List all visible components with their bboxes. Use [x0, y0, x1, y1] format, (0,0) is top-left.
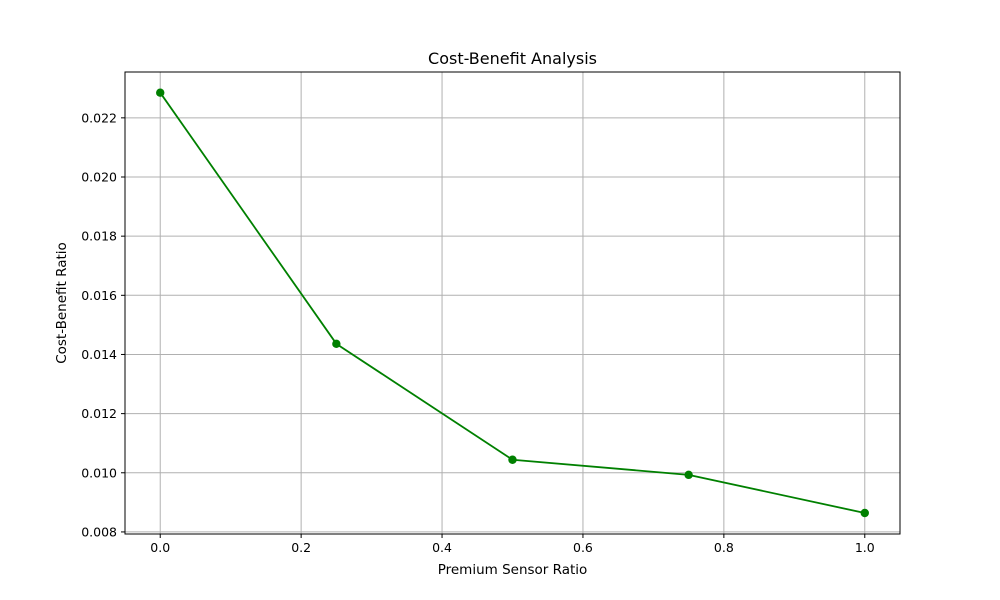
x-axis-title: Premium Sensor Ratio	[438, 562, 588, 578]
x-tick-label: 0.0	[150, 540, 170, 555]
data-point-marker	[332, 339, 341, 349]
data-point-marker	[684, 470, 693, 480]
data-point-marker	[860, 508, 869, 518]
y-tick-label: 0.010	[81, 465, 117, 480]
y-axis-title: Cost-Benefit Ratio	[54, 242, 70, 364]
data-series	[156, 88, 869, 518]
data-point-marker	[156, 88, 165, 97]
y-tick-label: 0.008	[81, 524, 117, 539]
y-tick-label: 0.012	[81, 406, 117, 421]
x-tick-label: 0.6	[573, 540, 593, 555]
y-tick-label: 0.022	[81, 110, 117, 125]
grid	[125, 72, 900, 534]
x-tick-label: 0.2	[291, 540, 311, 555]
axis-ticks: 0.0 0.2 0.4 0.6 0.8 1.0 0.008 0.010 0.012 0.014 0.…	[81, 110, 875, 555]
y-tick-label: 0.014	[81, 347, 117, 362]
y-tick-label: 0.018	[81, 229, 117, 244]
y-tick-label: 0.016	[81, 288, 117, 303]
chart-title: Cost-Benefit Analysis	[428, 49, 597, 68]
plot-area-frame	[124, 71, 901, 535]
y-tick-label: 0.020	[81, 170, 117, 185]
x-tick-label: 0.4	[432, 540, 452, 555]
x-tick-label: 1.0	[855, 540, 875, 555]
x-tick-label: 0.8	[714, 540, 734, 555]
data-point-marker	[508, 455, 517, 464]
